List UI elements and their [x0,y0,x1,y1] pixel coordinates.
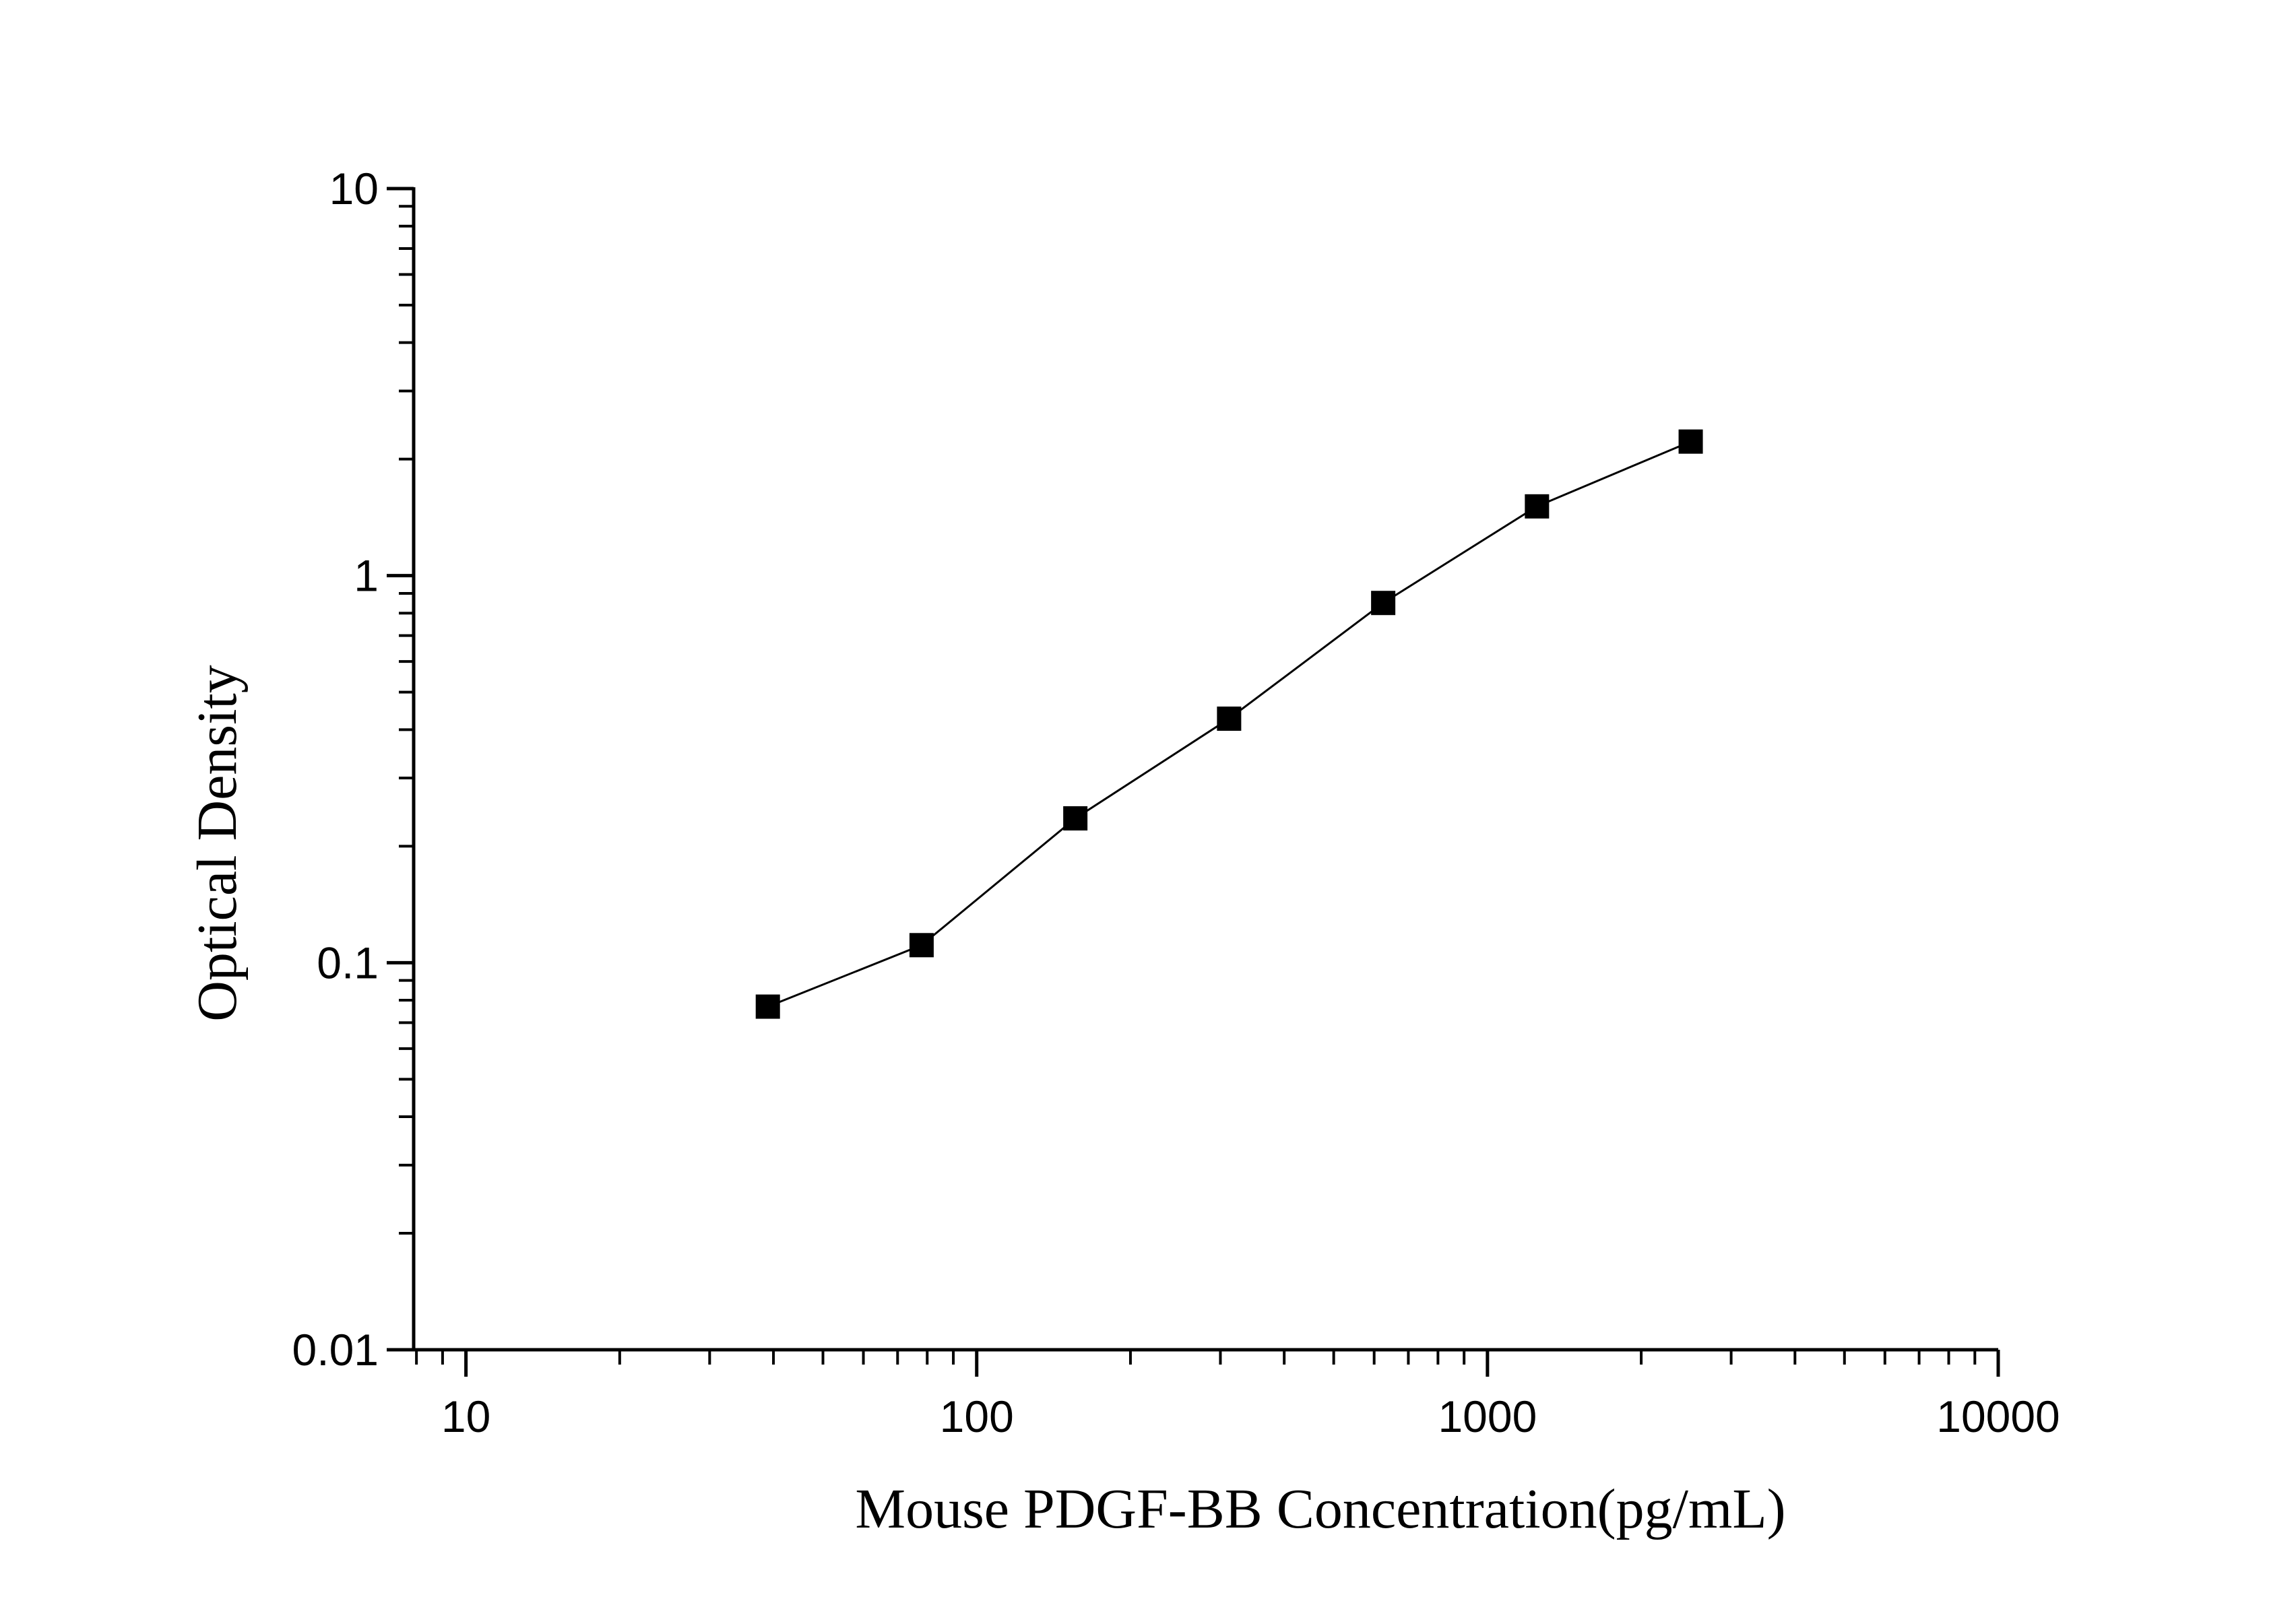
data-point-marker [1217,707,1242,731]
y-axis-title: Optical Density [186,665,249,1022]
x-tick-label: 10 [441,1392,490,1441]
y-tick-label: 0.1 [317,938,379,987]
x-axis-title: Mouse PDGF-BB Concentration(pg/mL) [855,1478,1785,1540]
data-point-marker [1525,494,1550,519]
y-tick-label: 0.01 [292,1325,379,1375]
data-point-marker [1678,429,1703,454]
data-point-marker [1371,591,1396,616]
data-series [755,429,1703,1019]
data-point-marker [755,994,780,1019]
y-tick-label: 1 [354,551,379,601]
data-point-marker [1063,806,1088,831]
y-tick-label: 10 [329,164,379,214]
x-tick-label: 10000 [1936,1392,2060,1441]
axes: 0.01 0.1 1 10 10 100 1000 10000 [292,164,2060,1441]
data-point-marker [909,933,934,958]
x-tick-label: 100 [940,1392,1014,1441]
x-tick-label: 1000 [1438,1392,1537,1441]
